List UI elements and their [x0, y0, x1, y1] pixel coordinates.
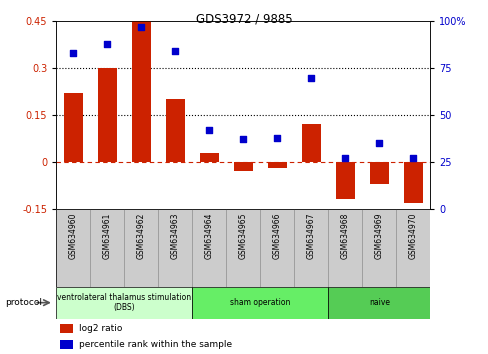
Text: GSM634966: GSM634966 — [272, 213, 281, 259]
Text: GSM634967: GSM634967 — [306, 213, 315, 259]
Bar — [395, 209, 429, 287]
Text: sham operation: sham operation — [230, 298, 290, 307]
Bar — [369, 162, 388, 184]
Bar — [90, 209, 124, 287]
Bar — [327, 209, 362, 287]
Bar — [158, 209, 192, 287]
Text: naive: naive — [368, 298, 389, 307]
Bar — [56, 287, 192, 319]
Bar — [362, 209, 395, 287]
Text: GSM634960: GSM634960 — [69, 213, 78, 259]
Bar — [301, 124, 320, 162]
Point — [137, 24, 145, 30]
Text: percentile rank within the sample: percentile rank within the sample — [79, 340, 232, 349]
Point — [375, 140, 383, 146]
Point — [103, 41, 111, 47]
Bar — [192, 209, 226, 287]
Bar — [132, 18, 150, 162]
Bar — [267, 162, 286, 168]
Bar — [98, 68, 116, 162]
Bar — [165, 99, 184, 162]
Text: GDS3972 / 9885: GDS3972 / 9885 — [196, 12, 292, 25]
Text: GSM634962: GSM634962 — [137, 213, 145, 259]
Point — [171, 48, 179, 54]
Bar — [294, 209, 327, 287]
Point — [408, 155, 416, 161]
Bar — [226, 209, 260, 287]
Bar — [60, 324, 73, 333]
Text: GSM634968: GSM634968 — [340, 213, 349, 259]
Bar — [233, 162, 252, 171]
Bar — [335, 162, 354, 199]
Text: GSM634970: GSM634970 — [408, 213, 417, 259]
Point — [341, 155, 348, 161]
Point — [69, 50, 77, 56]
Bar — [60, 340, 73, 349]
Text: protocol: protocol — [5, 298, 42, 307]
Text: GSM634963: GSM634963 — [170, 213, 180, 259]
Bar — [192, 287, 327, 319]
Bar — [64, 93, 82, 162]
Bar — [327, 287, 429, 319]
Bar — [56, 209, 90, 287]
Point — [239, 137, 246, 142]
Text: GSM634964: GSM634964 — [204, 213, 213, 259]
Text: GSM634969: GSM634969 — [374, 213, 383, 259]
Bar — [200, 153, 218, 162]
Bar — [260, 209, 294, 287]
Point — [273, 135, 281, 141]
Point — [205, 127, 213, 133]
Text: GSM634961: GSM634961 — [102, 213, 112, 259]
Bar — [403, 162, 422, 202]
Point — [307, 75, 315, 80]
Text: log2 ratio: log2 ratio — [79, 324, 122, 333]
Text: ventrolateral thalamus stimulation
(DBS): ventrolateral thalamus stimulation (DBS) — [57, 293, 191, 312]
Text: GSM634965: GSM634965 — [238, 213, 247, 259]
Bar — [124, 209, 158, 287]
